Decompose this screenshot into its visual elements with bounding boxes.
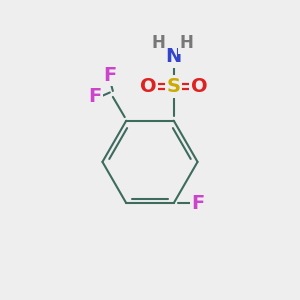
Text: H: H — [152, 34, 166, 52]
Text: S: S — [167, 77, 181, 96]
Text: H: H — [179, 34, 193, 52]
Text: F: F — [88, 87, 101, 106]
Text: F: F — [103, 66, 116, 85]
Text: O: O — [191, 77, 207, 96]
Text: N: N — [166, 47, 182, 66]
Text: F: F — [191, 194, 205, 213]
Text: O: O — [140, 77, 157, 96]
